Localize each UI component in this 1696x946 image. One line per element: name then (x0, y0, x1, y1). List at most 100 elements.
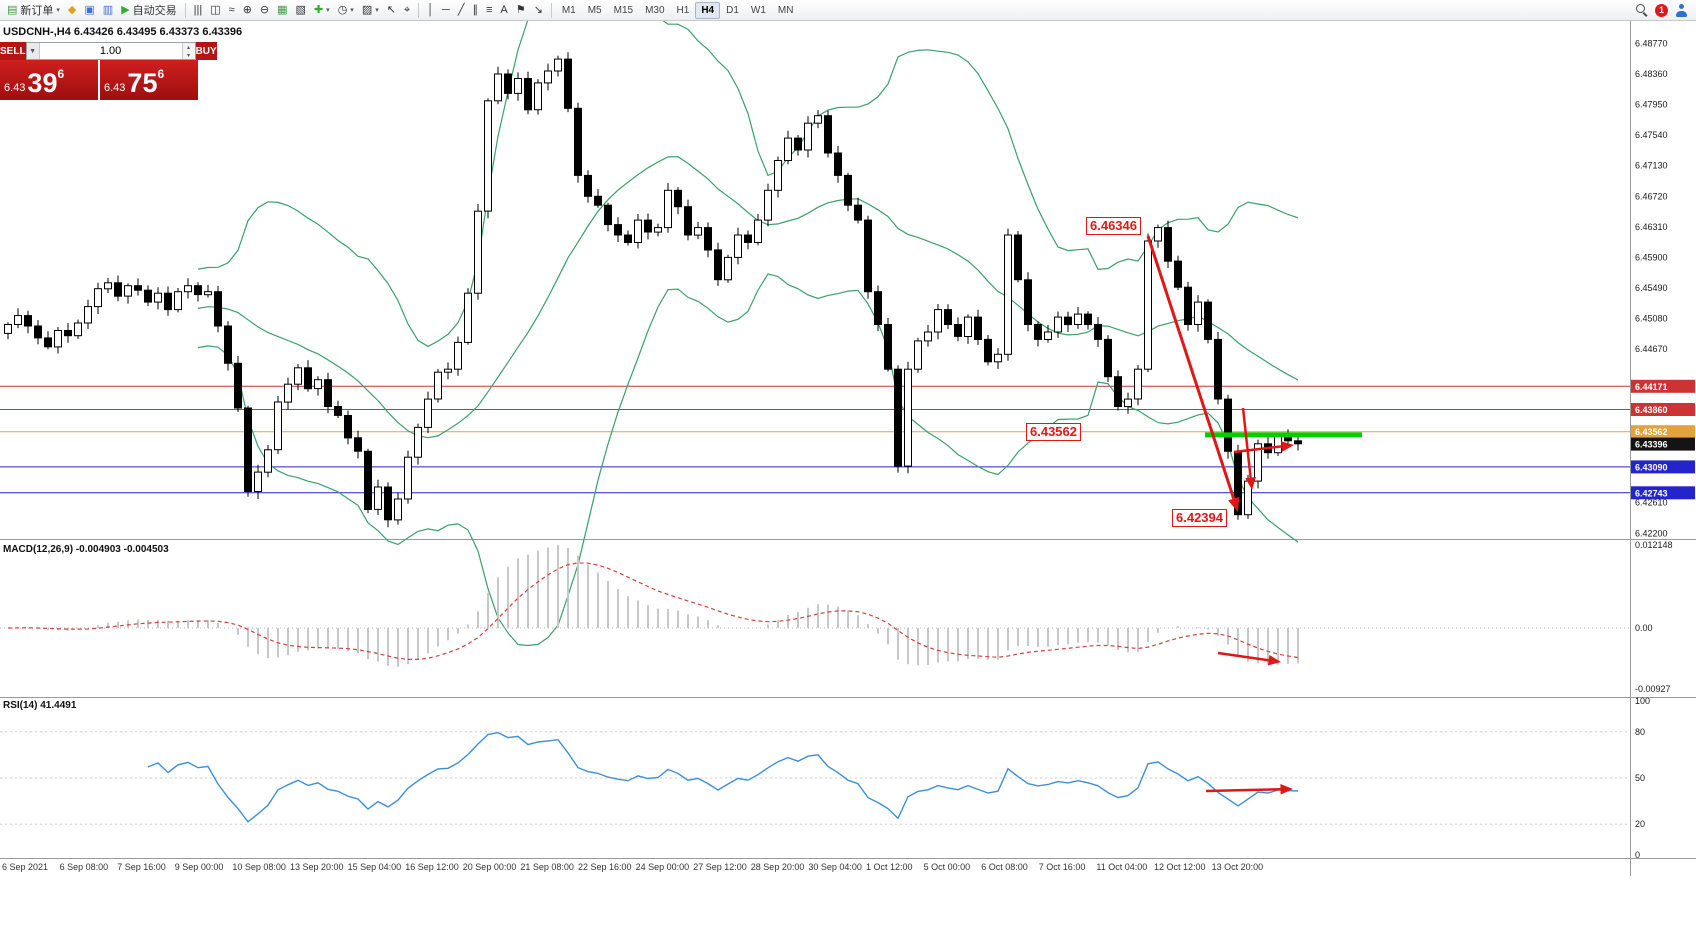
annotation-high-price[interactable]: 6.46346 (1086, 217, 1141, 235)
rsi-line (147, 731, 1299, 823)
svg-text:6.43860: 6.43860 (1635, 405, 1668, 415)
sell-price-prefix: 6.43 (4, 82, 26, 94)
volume-up-icon[interactable]: ▴ (182, 43, 195, 51)
buy-price-big: 75 (127, 68, 158, 98)
timeframe-m1[interactable]: M1 (561, 4, 576, 16)
arrows-icon[interactable]: ↘ (530, 1, 547, 19)
time-axis[interactable]: 6 Sep 2021 6 Sep 08:00 7 Sep 16:00 9 Sep 00… (2, 862, 1263, 872)
bar-chart-icon[interactable]: ||| (190, 1, 207, 19)
text-icon[interactable]: A (496, 1, 511, 19)
svg-text:6.48360: 6.48360 (1635, 69, 1668, 79)
autotrading-button[interactable]: ▶ 自动交易 (117, 1, 180, 19)
trade-widget-price-row: 6.43 39 6 6.43 75 6 (0, 60, 198, 100)
line-chart-icon[interactable]: ≈ (225, 1, 239, 19)
sell-price-big: 39 (27, 68, 58, 98)
svg-text:7 Oct 16:00: 7 Oct 16:00 (1039, 862, 1086, 872)
timeframe-mn[interactable]: MN (777, 4, 794, 16)
volume-dropdown-icon[interactable]: ▼ (26, 43, 40, 59)
timeframe-h1[interactable]: H1 (676, 4, 690, 16)
svg-text:13 Oct 20:00: 13 Oct 20:00 (1212, 862, 1264, 872)
vertical-line-icon: │ (427, 3, 435, 16)
svg-text:20: 20 (1635, 819, 1645, 829)
toolbar-separator (550, 2, 552, 18)
one-click-trading-widget: SELL ▼ ▴ ▾ BUY 6.43 39 6 6.43 75 6 (0, 42, 217, 100)
timeframe-d1[interactable]: D1 (726, 4, 739, 16)
rsi-label: RSI(14) 41.4491 (3, 700, 77, 711)
fibonacci-icon[interactable]: ≡ (482, 1, 496, 19)
buy-price-prefix: 6.43 (104, 82, 126, 94)
market-icon[interactable]: ▣ (80, 1, 98, 19)
cascade-windows-icon: ▧ (295, 3, 306, 16)
autotrading-button-label: 自动交易 (132, 5, 177, 17)
templates-icon: ▨ (361, 3, 373, 16)
svg-text:0.00: 0.00 (1635, 623, 1653, 633)
timeframe-w1[interactable]: W1 (750, 4, 766, 16)
trade-widget-top-row: SELL ▼ ▴ ▾ BUY (0, 42, 217, 60)
toolbar-separator (418, 2, 420, 18)
search-icon[interactable] (1636, 4, 1648, 16)
mql5-icon[interactable]: ◆ (64, 1, 80, 19)
horizontal-line-icon[interactable]: ─ (438, 1, 454, 19)
price-axis[interactable]: 6.48770 6.48360 6.47950 6.47540 6.47130 6.467… (1635, 38, 1668, 538)
svg-text:6.43090: 6.43090 (1635, 462, 1668, 472)
channel-icon[interactable]: ∥ (468, 1, 482, 19)
vertical-line-icon[interactable]: │ (423, 1, 438, 19)
user-icon[interactable] (1675, 3, 1688, 17)
svg-text:6.47950: 6.47950 (1635, 100, 1668, 110)
svg-text:6.46310: 6.46310 (1635, 222, 1668, 232)
rsi-axis[interactable]: 100 80 50 20 0 (1635, 696, 1650, 860)
svg-text:21 Sep 08:00: 21 Sep 08:00 (520, 862, 574, 872)
new-order-button[interactable]: ▤ 新订单 ▾ (3, 1, 64, 19)
volume-down-icon[interactable]: ▾ (182, 51, 195, 59)
sell-button[interactable]: SELL (0, 42, 26, 60)
trend-arrows[interactable] (1146, 235, 1294, 795)
periods-button[interactable]: ◷ ▾ (334, 1, 358, 19)
market-icon: ▣ (84, 3, 95, 16)
trendline-icon[interactable]: ╱ (454, 1, 469, 19)
timeframe-m30[interactable]: M30 (645, 4, 665, 16)
svg-text:50: 50 (1635, 773, 1645, 783)
timeframe-h4[interactable]: H4 (695, 1, 721, 19)
sell-price-tile[interactable]: 6.43 39 6 (0, 60, 98, 100)
signals-icon[interactable]: ▥ (99, 1, 117, 19)
candlestick-chart-icon[interactable]: ◫ (206, 1, 224, 19)
annotation-low-price[interactable]: 6.42394 (1172, 509, 1227, 527)
svg-text:6.43396: 6.43396 (1635, 440, 1668, 450)
autotrading-icon: ▶ (121, 3, 130, 16)
horizontal-line-icon: ─ (442, 3, 450, 16)
svg-text:6 Sep 2021: 6 Sep 2021 (2, 862, 48, 872)
svg-text:15 Sep 04:00: 15 Sep 04:00 (348, 862, 402, 872)
price-badge: 6.43090 (1631, 460, 1695, 474)
crosshair-icon: ⌖ (403, 3, 411, 16)
svg-text:80: 80 (1635, 727, 1645, 737)
timeframe-m5[interactable]: M5 (587, 4, 602, 16)
volume-input[interactable] (39, 43, 182, 59)
dropdown-caret-icon: ▾ (350, 7, 354, 14)
svg-text:11 Oct 04:00: 11 Oct 04:00 (1096, 862, 1147, 872)
line-chart-icon: ≈ (228, 3, 235, 16)
buy-price-tile[interactable]: 6.43 75 6 (100, 60, 198, 100)
crosshair-icon[interactable]: ⌖ (400, 1, 414, 19)
candlestick-series (4, 52, 1302, 528)
zoom-in-icon[interactable]: ⊕ (239, 1, 256, 19)
label-icon[interactable]: ⚑ (512, 1, 530, 19)
svg-text:7 Sep 16:00: 7 Sep 16:00 (117, 862, 166, 872)
price-badge: 6.44171 (1631, 379, 1695, 393)
cursor-icon[interactable]: ↖ (383, 1, 400, 19)
annotation-mid-price[interactable]: 6.43562 (1026, 423, 1081, 441)
dropdown-caret-icon: ▾ (375, 7, 379, 14)
notification-badge[interactable]: 1 (1655, 3, 1668, 17)
volume-stepper: ▴ ▾ (181, 43, 195, 59)
svg-text:6 Sep 08:00: 6 Sep 08:00 (60, 862, 109, 872)
indicators-button[interactable]: ✚ ▾ (310, 1, 334, 19)
timeframe-m15[interactable]: M15 (613, 4, 634, 16)
buy-button[interactable]: BUY (195, 42, 217, 60)
macd-axis[interactable]: 0.012148 0.00 -0.00927 (1635, 540, 1673, 694)
horizontal-price-lines[interactable] (0, 385, 1630, 494)
svg-text:6.46720: 6.46720 (1635, 191, 1668, 201)
tile-windows-icon[interactable]: ▦ (273, 1, 291, 19)
templates-button[interactable]: ▨ ▾ (358, 1, 383, 19)
svg-text:0.012148: 0.012148 (1635, 540, 1673, 550)
cascade-windows-icon[interactable]: ▧ (292, 1, 310, 19)
zoom-out-icon[interactable]: ⊖ (256, 1, 273, 19)
